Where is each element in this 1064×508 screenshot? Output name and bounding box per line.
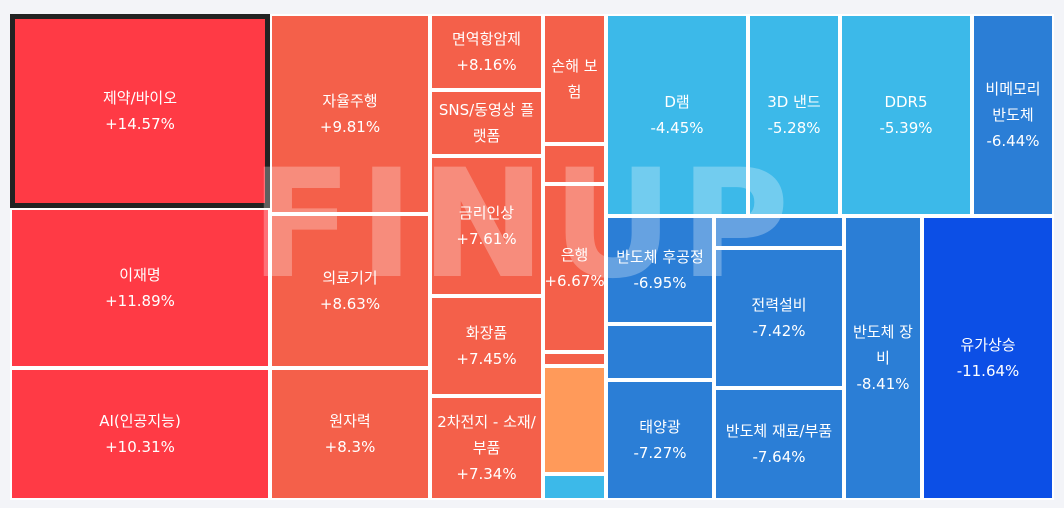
treemap-tile[interactable]: 제약/바이오 +14.57% [10,14,270,208]
treemap-tile[interactable]: 반도체 장비 -8.41% [844,216,922,500]
tile-name: 화장품 [465,324,508,342]
tile-label: DDR5 -5.39% [875,89,936,141]
tile-name: 2차전지 - 소재/부품 [437,413,536,457]
tile-value: +8.3% [324,438,376,456]
tile-label: 이재명 +11.89% [101,262,179,314]
tile-value: +8.16% [456,56,517,74]
tile-name: 전력설비 [751,296,807,314]
tile-value: -7.64% [752,448,806,466]
treemap-tile[interactable]: 이재명 +11.89% [10,208,270,368]
tile-label: 제약/바이오 +14.57% [99,85,181,137]
tile-name: 원자력 [329,412,371,430]
tile-label: 은행 +6.67% [544,242,605,294]
treemap-tile[interactable]: 손해 보험 [543,14,606,144]
treemap-tile[interactable]: 원자력 +8.3% [270,368,430,500]
tile-name: 이재명 [119,266,161,284]
tile-value: -6.44% [986,132,1040,150]
tile-value: +6.67% [544,272,605,290]
tile-label: 면역항암제 +8.16% [448,26,525,78]
tile-label: SNS/동영상 플랫폼 [432,97,541,149]
tile-name: DDR5 [884,93,928,111]
treemap-tile[interactable]: 2차전지 - 소재/부품 +7.34% [430,396,543,500]
tile-value: -4.45% [650,119,704,137]
tile-label: 원자력 +8.3% [321,408,380,460]
tile-label: 금리인상 +7.61% [452,200,520,252]
treemap-tile[interactable]: 금리인상 +7.61% [430,156,543,296]
tile-value: +11.89% [105,292,175,310]
treemap-tile[interactable]: 비메모리 반도체 -6.44% [972,14,1054,216]
treemap-tile[interactable] [714,216,844,248]
treemap-tile[interactable]: 자율주행 +9.81% [270,14,430,214]
tile-value: +7.34% [456,465,517,483]
tile-label: 유가상승 -11.64% [953,332,1024,384]
tile-label: 태양광 -7.27% [629,414,690,466]
tile-name: 비메모리 반도체 [985,80,1041,124]
tile-value: +7.45% [456,350,517,368]
tile-name: 반도체 장비 [853,323,913,367]
tile-value: +10.31% [105,438,175,456]
treemap-tile[interactable]: 은행 +6.67% [543,184,606,352]
tile-name: 은행 [560,246,589,264]
treemap-tile[interactable]: 면역항암제 +8.16% [430,14,543,90]
treemap-tile[interactable] [543,144,606,184]
tile-label: D램 -4.45% [646,89,707,141]
tile-name: AI(인공지능) [99,412,181,430]
treemap-tile[interactable] [543,352,606,366]
tile-name: 자율주행 [322,92,378,110]
treemap-tile[interactable]: SNS/동영상 플랫폼 [430,90,543,156]
treemap-tile[interactable]: 전력설비 -7.42% [714,248,844,388]
treemap-tile[interactable]: D램 -4.45% [606,14,748,216]
tile-name: 반도체 재료/부품 [725,422,833,440]
treemap-tile[interactable]: 태양광 -7.27% [606,380,714,500]
tile-value: +7.61% [456,230,517,248]
tile-label: 자율주행 +9.81% [316,88,384,140]
tile-value: -6.95% [633,274,687,292]
tile-value: -8.41% [856,375,910,393]
tile-label: 반도체 재료/부품 -7.64% [722,418,836,470]
tile-name: 태양광 [639,418,681,436]
tile-value: +9.81% [319,118,381,136]
tile-label: AI(인공지능) +10.31% [95,408,185,460]
treemap-tile[interactable]: 의료기기 +8.63% [270,214,430,368]
tile-name: 면역항암제 [451,30,521,48]
tile-name: 반도체 후공정 [616,248,704,266]
tile-value: +8.63% [319,295,381,313]
treemap-tile[interactable] [543,366,606,474]
tile-name: 3D 낸드 [767,93,821,111]
treemap-tile[interactable] [543,474,606,500]
treemap-tile[interactable]: AI(인공지능) +10.31% [10,368,270,500]
treemap-tile[interactable]: 화장품 +7.45% [430,296,543,396]
tile-value: -11.64% [956,362,1020,380]
tile-label: 전력설비 -7.42% [747,292,810,344]
tile-name: D램 [664,93,690,111]
tile-value: -7.27% [633,444,687,462]
treemap-tile[interactable]: 유가상승 -11.64% [922,216,1054,500]
tile-name: 제약/바이오 [102,89,178,107]
tile-name: 유가상승 [960,336,1016,354]
tile-label: 2차전지 - 소재/부품 +7.34% [432,409,541,487]
tile-value: -5.28% [767,119,821,137]
tile-name: 의료기기 [322,269,378,287]
treemap-tile[interactable]: 반도체 후공정 -6.95% [606,216,714,324]
tile-value: +14.57% [105,115,175,133]
tile-label: 손해 보험 [545,53,604,105]
treemap-tile[interactable]: 반도체 재료/부품 -7.64% [714,388,844,500]
tile-value: -7.42% [752,322,806,340]
tile-label: 의료기기 +8.63% [316,265,384,317]
tile-label: 비메모리 반도체 -6.44% [974,76,1052,154]
treemap-tile[interactable]: 3D 낸드 -5.28% [748,14,840,216]
treemap-tile[interactable]: DDR5 -5.39% [840,14,972,216]
tile-label: 화장품 +7.45% [452,320,520,372]
tile-label: 반도체 장비 -8.41% [846,319,920,397]
tile-value: -5.39% [879,119,933,137]
tile-name: SNS/동영상 플랫폼 [438,101,535,145]
tile-label: 반도체 후공정 -6.95% [612,244,708,296]
tile-name: 손해 보험 [551,57,598,101]
tile-name: 금리인상 [458,204,515,222]
tile-label: 3D 낸드 -5.28% [763,89,824,141]
treemap-tile[interactable] [606,324,714,380]
